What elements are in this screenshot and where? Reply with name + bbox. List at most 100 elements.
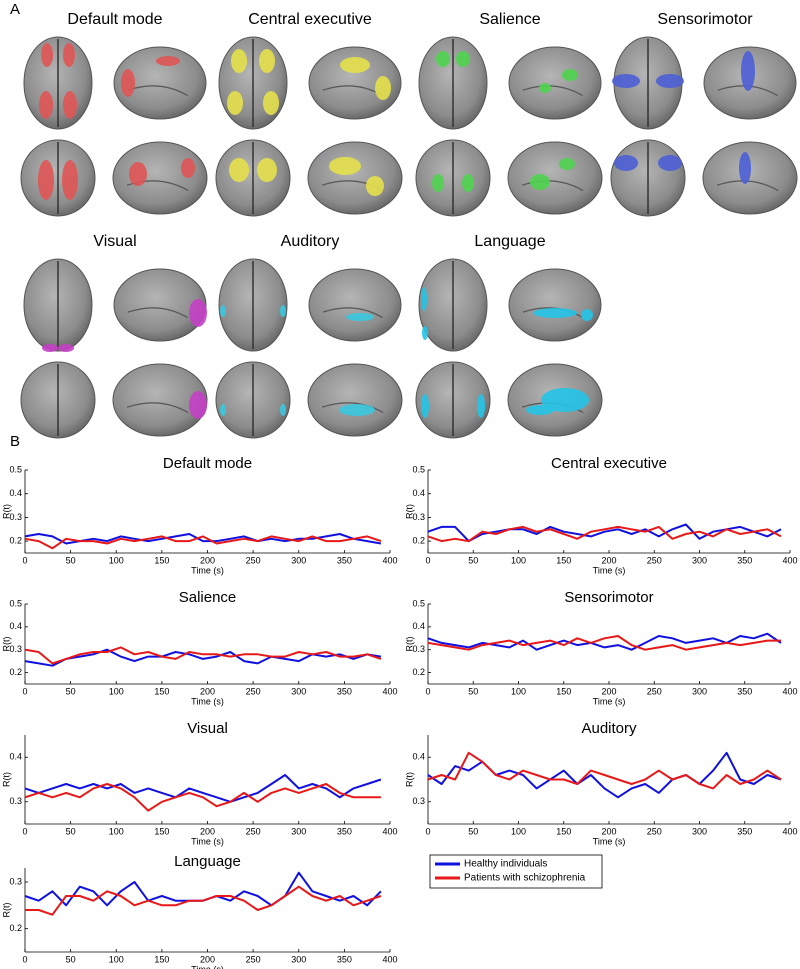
x-tick-label: 350 [337,826,352,836]
series-line [427,632,782,651]
y-tick-label: 0.2 [412,667,425,677]
activation [220,404,226,416]
chart-title: Sensorimotor [564,589,653,606]
x-tick-label: 150 [154,686,169,696]
legend: Healthy individuals Patients with schizo… [429,854,603,889]
x-tick-label: 300 [692,826,707,836]
activation [189,299,207,327]
x-tick-label: 50 [468,555,478,565]
x-tick-label: 150 [154,555,169,565]
activation [533,308,577,318]
series-line [24,648,382,667]
activation [189,391,207,419]
x-tick-label: 250 [246,826,261,836]
y-tick-label: 0.2 [9,923,22,933]
activation [257,158,277,182]
x-tick-label: 400 [382,826,397,836]
x-tick-label: 250 [647,826,662,836]
x-tick-label: 300 [291,686,306,696]
network-title: Visual [93,233,136,250]
x-tick-label: 250 [246,954,261,964]
activation [612,74,640,88]
x-tick-label: 100 [109,954,124,964]
series-line [24,774,382,803]
x-tick-label: 250 [647,555,662,565]
activation [614,155,638,171]
brain-view [308,268,402,342]
series-line [24,646,382,665]
x-tick-label: 350 [337,954,352,964]
x-tick-label: 200 [200,555,215,565]
brain-view [508,46,602,120]
x-tick-label: 100 [511,686,526,696]
activation [559,158,575,170]
y-tick-label: 0.3 [9,512,22,522]
x-tick-label: 400 [382,555,397,565]
activation [63,43,75,67]
brain-sulcus [321,402,384,414]
brain-view [112,363,208,437]
brain-sulcus [127,307,188,319]
brain-view [218,36,288,130]
series-line [427,635,781,651]
activation [340,57,370,73]
x-tick-label: 350 [737,826,752,836]
y-tick-label: 0.3 [9,876,22,886]
y-tick-label: 0.5 [9,464,22,474]
activation [421,287,427,311]
y-tick-label: 0.5 [9,598,22,608]
activation [129,162,147,186]
x-tick-label: 50 [66,686,76,696]
brain-view [507,141,603,215]
y-axis-label: R(t) [1,504,11,519]
activation [456,51,470,67]
activation [346,313,374,321]
y-tick-label: 0.4 [412,488,425,498]
activation [280,404,286,416]
x-tick-label: 50 [468,686,478,696]
activation [741,51,755,91]
brain [113,46,207,120]
brain-view [612,36,684,130]
x-axis-label: Time (s) [191,964,224,969]
x-tick-label: 50 [66,555,76,565]
activation [421,394,429,418]
chart-title: Visual [187,720,228,737]
brain-view [23,36,93,130]
brain-view [307,141,403,215]
y-tick-label: 0.3 [412,644,425,654]
activation [259,49,275,73]
x-tick-label: 400 [782,555,797,565]
y-tick-label: 0.4 [9,488,22,498]
x-axis-label: Time (s) [191,696,224,706]
brain-sulcus [716,180,779,192]
brain [508,46,602,120]
legend-label: Healthy individuals [464,859,547,870]
activation [562,69,578,81]
chart: Salience 0.2 0.3 0.4 0.5 0 50 100 150 200 250 300 35… [1,589,397,706]
activation [156,56,180,66]
legend-label: Patients with schizophrenia [464,873,586,884]
x-tick-label: 300 [692,686,707,696]
x-tick-label: 200 [200,826,215,836]
x-tick-label: 150 [154,954,169,964]
x-tick-label: 200 [601,555,616,565]
brain-view [112,141,208,215]
chart: Central executive 0.2 0.3 0.4 0.5 0 50 100 150 20… [404,455,797,575]
y-tick-label: 0.4 [412,621,425,631]
brain-view [702,141,798,215]
y-axis-label: R(t) [1,903,11,918]
chart: Auditory 0.3 0.4 0 50 100 150 200 250 300 350 400 Ti… [404,720,797,846]
x-axis-label: Time (s) [191,836,224,846]
x-tick-label: 350 [337,555,352,565]
x-tick-label: 400 [382,954,397,964]
network-title: Salience [479,11,540,28]
brain [308,46,402,120]
x-tick-label: 0 [425,686,430,696]
chart-title: Central executive [551,455,667,472]
brain [307,141,403,215]
x-tick-label: 250 [246,686,261,696]
chart-title: Language [174,853,241,870]
x-tick-label: 0 [425,826,430,836]
